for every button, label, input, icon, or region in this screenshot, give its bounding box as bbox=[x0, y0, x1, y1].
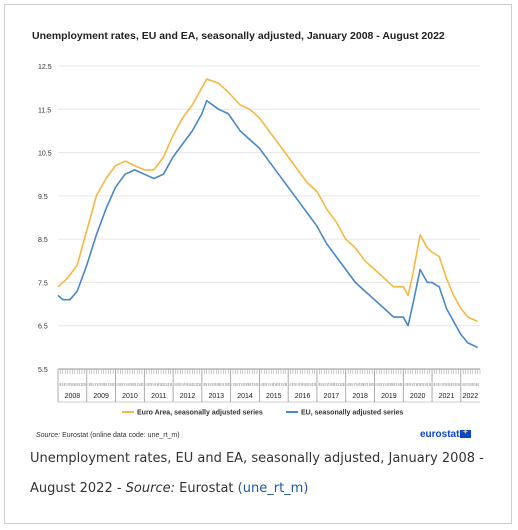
dataset-link[interactable]: (une_rt_m) bbox=[237, 481, 309, 496]
y-tick-label: 10.5 bbox=[38, 151, 52, 158]
x-tick-label-year: 2017 bbox=[324, 393, 340, 400]
eurostat-logo: eurostat bbox=[420, 428, 472, 440]
x-tick-label-year: 2019 bbox=[381, 393, 397, 400]
logo-text: eurostat bbox=[420, 429, 460, 440]
month-labels: I II III IV V VI VII VIII IX X XI XII bbox=[232, 382, 259, 387]
y-tick-label: 12.5 bbox=[38, 64, 52, 71]
month-labels: I II III IV V VI VII VIII IX X XI XII bbox=[260, 382, 287, 387]
legend-label: Euro Area, seasonally adjusted series bbox=[137, 410, 263, 417]
x-tick-label-year: 2012 bbox=[180, 393, 196, 400]
month-labels: I II III IV V VI VII VIII IX X XI XII bbox=[59, 382, 86, 387]
month-labels: I II III IV V VI VII VIII IX X XI XII bbox=[88, 382, 115, 387]
month-labels: I II III IV V VI VII VIII IX X XI XII bbox=[404, 382, 431, 387]
month-labels: I II III IV V VI VII VIII IX X XI XII bbox=[433, 382, 460, 387]
month-labels: I II III IV V VI VII VIII IX X XI XII bbox=[174, 382, 201, 387]
month-labels: I II III IV V VI VII VIII IX X XI XII bbox=[203, 382, 230, 387]
eu-flag-icon bbox=[460, 428, 472, 438]
series-line-euro-area bbox=[57, 78, 478, 323]
x-tick-label-year: 2011 bbox=[151, 393, 166, 400]
chart-title: Unemployment rates, EU and EA, seasonall… bbox=[32, 30, 445, 42]
figure-frame bbox=[4, 4, 512, 524]
y-tick-label: 7.5 bbox=[38, 280, 48, 287]
x-tick-label-year: 2022 bbox=[463, 393, 479, 400]
x-tick-label-year: 2010 bbox=[122, 393, 138, 400]
x-tick-label-year: 2016 bbox=[295, 393, 311, 400]
x-tick-label-year: 2015 bbox=[266, 393, 282, 400]
y-tick-label: 9.5 bbox=[38, 194, 48, 201]
unemployment-line-chart: 12.5 11.5 10.5 9.5 8.5 7.5 6.5 5.5 I II III IV V… bbox=[38, 64, 481, 417]
x-tick-label-year: 2009 bbox=[93, 393, 109, 400]
x-tick-label-year: 2014 bbox=[237, 393, 253, 400]
caption-source-name: Eurostat bbox=[175, 481, 238, 496]
figure-caption: Unemployment rates, EU and EA, seasonall… bbox=[30, 444, 500, 504]
x-tick-label-year: 2020 bbox=[410, 393, 426, 400]
source-text: Eurostat (online data code: une_rt_m) bbox=[60, 432, 180, 439]
month-labels: I II III IV V VI VII VIII IX X XI XII bbox=[347, 382, 374, 387]
month-labels: I II III IV V VI VII VIII IX X XI XII bbox=[117, 382, 144, 387]
y-tick-label: 6.5 bbox=[38, 324, 48, 331]
month-labels: I II III IV V VI VII VIII IX X XI XII bbox=[376, 382, 403, 387]
x-tick-label-year: 2013 bbox=[208, 393, 224, 400]
caption-source-label: Source: bbox=[125, 481, 175, 496]
series-line-eu bbox=[57, 99, 478, 349]
month-labels: I II III IV V VI VII VIII IX X XI XII bbox=[289, 382, 316, 387]
y-tick-label: 8.5 bbox=[38, 237, 48, 244]
y-tick-label: 11.5 bbox=[38, 107, 51, 114]
caption-text: Unemployment rates, EU and EA, seasonall… bbox=[30, 451, 484, 496]
month-labels: I II III IV V VI VII VIII IX X XI XII bbox=[462, 382, 479, 387]
month-labels: I II III IV V VI VII VIII IX X XI XII bbox=[145, 382, 172, 387]
month-labels: I II III IV V VI VII VIII IX X XI XII bbox=[318, 382, 345, 387]
y-tick-label: 5.5 bbox=[38, 367, 48, 374]
legend-label: EU, seasonally adjusted series bbox=[301, 410, 403, 417]
x-tick-label-year: 2018 bbox=[352, 393, 368, 400]
source-label: Source: bbox=[36, 432, 61, 439]
x-tick-label-year: 2008 bbox=[65, 393, 81, 400]
source-note: Source: Eurostat (online data code: une_… bbox=[36, 432, 180, 439]
x-tick-label-year: 2021 bbox=[439, 393, 455, 400]
